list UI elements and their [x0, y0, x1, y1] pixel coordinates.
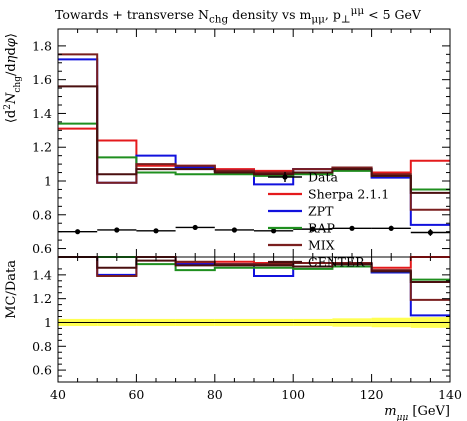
- y-tick-label: 1: [44, 174, 52, 189]
- x-tick-label: 40: [50, 387, 66, 402]
- data-point: [192, 224, 198, 231]
- legend-label-mix: MIX: [308, 238, 335, 253]
- legend: Data Sherpa 2.1.1 ZPT RAP MIX CENTER: [268, 170, 389, 270]
- x-axis-label: mμμ [GeV]: [384, 404, 450, 421]
- legend-label-zpt: ZPT: [308, 204, 334, 219]
- x-tick-label: 140: [438, 387, 462, 402]
- y-tick-label: 1.4: [32, 106, 52, 121]
- x-tick-label: 120: [360, 387, 384, 402]
- y-tick-label: 0.6: [32, 241, 52, 256]
- ratio-line-center: [58, 256, 450, 283]
- data-point: [75, 229, 81, 235]
- chart-title-html: Towards + transverse Nchg density vs mμμ…: [55, 5, 421, 26]
- ratio-y-axis-label: MC/Data: [4, 260, 19, 319]
- y-tick-label: 1.6: [32, 72, 52, 87]
- ratio-y-tick-label: 0.6: [32, 363, 52, 378]
- series-line-mix: [58, 53, 450, 211]
- x-tick-label: 100: [281, 387, 305, 402]
- x-tick-label: 80: [207, 387, 223, 402]
- ratio-line-mix: [58, 256, 450, 301]
- main-panel: 0.6 0.8 1 1.2 1.4 1.6 1.8 ⟨d2Nchg/dηdφ⟩: [3, 28, 451, 258]
- y-tick-label: 1.2: [32, 140, 52, 155]
- data-point: [153, 228, 159, 234]
- legend-label-center: CENTER: [308, 255, 365, 270]
- ratio-y-tick-label: 1.4: [32, 267, 52, 282]
- ratio-y-tick-label: 0.8: [32, 339, 52, 354]
- data-point: [310, 226, 316, 232]
- data-point: [114, 227, 120, 233]
- data-point: [427, 229, 433, 236]
- data-point: [388, 225, 394, 231]
- legend-label-data: Data: [308, 170, 338, 185]
- data-point: [271, 228, 277, 234]
- series-line-center: [58, 85, 450, 194]
- series-line-zpt: [58, 58, 450, 226]
- x-tick-label: 60: [128, 387, 144, 402]
- main-frame: [57, 28, 451, 258]
- y-tick-label: 1.8: [32, 38, 52, 53]
- chart-title-text: Towards + transverse Nchg density vs mμμ…: [55, 5, 421, 26]
- y-tick-label: 0.8: [32, 207, 52, 222]
- chart-title: Towards + transverse Nchg density vs mμμ…: [55, 5, 421, 26]
- data-point: [231, 227, 237, 233]
- y-axis-label: ⟨d2Nchg/dηdφ⟩: [3, 33, 23, 123]
- ratio-y-tick-label: 1.2: [32, 291, 52, 306]
- ratio-panel: 40 60 80 100 120 140 0.6 0.8 1 1.2 1.4 MC/Data mμμ […: [4, 256, 462, 421]
- legend-label-sherpa-2-1-1: Sherpa 2.1.1: [308, 187, 389, 202]
- series-line-sherpa-2-1-1: [58, 127, 450, 174]
- legend-label-rap: RAP: [308, 221, 335, 236]
- legend-marker-data-dot: [282, 174, 288, 180]
- data-point: [349, 225, 355, 231]
- ratio-y-tick-label: 1: [44, 315, 52, 330]
